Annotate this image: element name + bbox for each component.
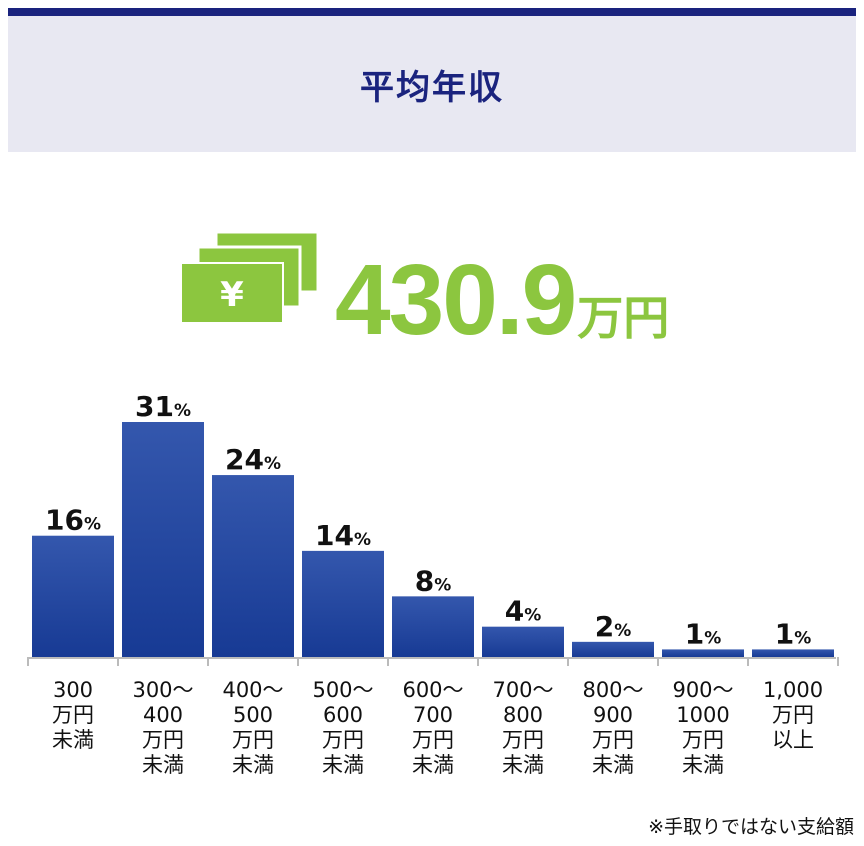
bar <box>392 596 474 657</box>
section-header: 平均年収 <box>8 16 856 152</box>
bar-value-label: 14% <box>315 519 371 552</box>
x-tick-label: 900〜 1000 万円未満 <box>672 678 733 777</box>
bars-group: 16% 31% 24% 14% 8% 4% 2% 1% 1% <box>32 390 834 657</box>
header-top-rule <box>8 8 856 16</box>
footnote: ※手取りではない支給額 <box>648 816 854 838</box>
yen-banknotes-icon: ¥ <box>180 230 320 324</box>
bar-value-label: 8% <box>415 564 452 597</box>
page-title: 平均年収 <box>360 67 504 108</box>
bar <box>122 422 204 657</box>
bar <box>572 641 654 657</box>
bar-value-label: 1% <box>685 617 722 650</box>
x-tick-label: 1,000 万円以上 <box>763 678 823 752</box>
bar-value-label: 31% <box>135 390 191 423</box>
x-tick-label: 300〜 400 万円未満 <box>132 678 193 777</box>
amount-value: 430.9 <box>335 244 577 356</box>
salary-distribution-chart: 16% 31% 24% 14% 8% 4% 2% 1% 1% 300 万円未満 300〜 400 万円未… <box>27 390 839 777</box>
bar <box>752 649 834 657</box>
bar <box>32 535 114 657</box>
x-axis-labels: 300 万円未満 300〜 400 万円未満 400〜 500 万円未満 500〜 600 万円未満… <box>52 678 823 777</box>
x-tick-label: 600〜 700 万円未満 <box>402 678 463 777</box>
x-axis <box>27 657 839 666</box>
x-tick-label: 400〜 500 万円未満 <box>222 678 283 777</box>
svg-text:¥: ¥ <box>220 275 244 315</box>
bar <box>302 550 384 657</box>
bar-value-label: 1% <box>775 617 812 650</box>
bar <box>482 626 564 657</box>
x-tick-label: 300 万円未満 <box>52 678 94 752</box>
x-tick-label: 500〜 600 万円未満 <box>312 678 373 777</box>
bar-value-label: 4% <box>505 595 542 628</box>
x-tick-label: 800〜 900 万円未満 <box>582 678 643 777</box>
bar <box>662 649 744 657</box>
bar-value-label: 16% <box>45 504 101 537</box>
bar-value-label: 24% <box>225 443 281 476</box>
amount-unit: 万円 <box>577 291 670 345</box>
average-salary-amount: 430.9万円 <box>335 250 669 350</box>
bar-value-label: 2% <box>595 610 632 643</box>
bar <box>212 475 294 657</box>
x-tick-label: 700〜 800 万円未満 <box>492 678 553 777</box>
